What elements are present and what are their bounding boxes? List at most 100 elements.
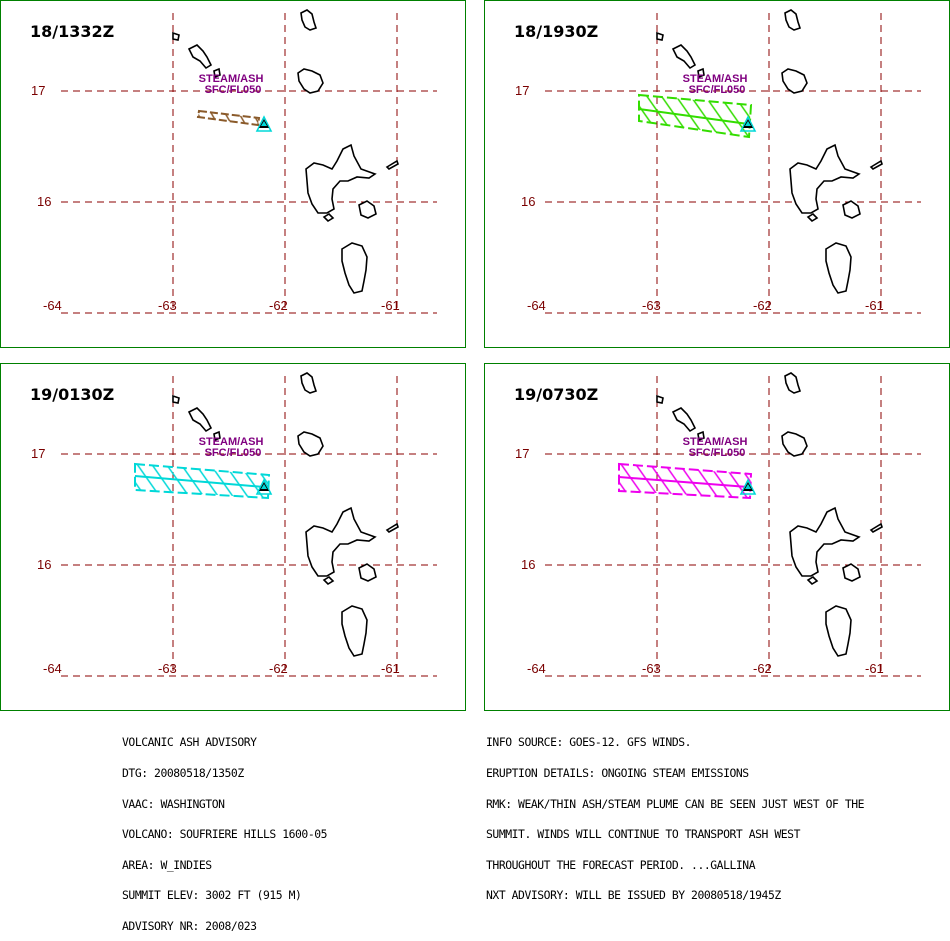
island-nevis-stkitts <box>671 44 697 70</box>
volcano-triangle-icon <box>739 478 757 495</box>
island-desirade <box>869 159 883 170</box>
island-barbuda-small <box>656 31 664 41</box>
lon-label-62: -62 <box>753 661 772 676</box>
island-guadeloupe <box>305 143 377 214</box>
island-desirade <box>869 522 883 533</box>
island-marie-galante <box>842 563 861 582</box>
lat-lon-grid <box>545 13 921 314</box>
island-antigua <box>784 9 802 31</box>
lat-lon-grid <box>545 376 921 677</box>
island-nevis-stkitts <box>187 44 213 70</box>
island-antigua-2 <box>297 68 324 94</box>
lat-label-17: 17 <box>31 83 45 98</box>
island-nevis-stkitts <box>671 407 697 433</box>
lat-label-16: 16 <box>521 557 535 572</box>
advisory-line: THROUGHOUT THE FORECAST PERIOD. ...GALLI… <box>486 857 756 872</box>
island-marie-galante <box>358 200 377 219</box>
island-antigua-2 <box>781 68 808 94</box>
island-les-saintes <box>806 212 819 223</box>
lon-label-61: -61 <box>865 661 884 676</box>
volcano-triangle-icon <box>255 478 273 495</box>
island-guadeloupe <box>789 143 861 214</box>
map-panel-2: 18/1930Z STEAM/ASH SFC/FL050 17 16 -64 -… <box>484 0 950 348</box>
height-label-bottom: SFC/FL050 <box>205 447 262 459</box>
island-antigua <box>300 372 318 394</box>
island-montserrat <box>213 67 221 79</box>
island-antigua-2 <box>781 431 808 457</box>
lon-label-61: -61 <box>381 298 400 313</box>
height-label-top: STEAM/ASH <box>199 73 264 85</box>
island-antigua <box>300 9 318 31</box>
advisory-line: SUMMIT ELEV: 3002 FT (915 M) <box>122 888 302 903</box>
height-label-top: STEAM/ASH <box>683 436 748 448</box>
lon-label-63: -63 <box>642 298 661 313</box>
island-dominica <box>341 242 368 294</box>
advisory-line: VAAC: WASHINGTON <box>122 796 225 811</box>
coastlines <box>172 372 399 657</box>
map-canvas-2: 18/1930Z STEAM/ASH SFC/FL050 17 16 -64 -… <box>514 9 921 314</box>
advisory-line: ERUPTION DETAILS: ONGOING STEAM EMISSION… <box>486 766 749 780</box>
panel-time-3: 19/0130Z <box>30 385 114 404</box>
island-marie-galante <box>842 200 861 219</box>
island-antigua <box>784 372 802 394</box>
height-label-top: STEAM/ASH <box>199 436 264 448</box>
ash-cloud-1 <box>196 109 261 127</box>
lon-label-62: -62 <box>269 298 288 313</box>
lon-label-64: -64 <box>527 661 546 676</box>
volcano-triangle-icon <box>739 115 757 132</box>
island-marie-galante <box>358 563 377 582</box>
coastlines <box>656 9 883 294</box>
island-les-saintes <box>322 575 335 586</box>
lat-label-17: 17 <box>515 83 529 98</box>
lon-label-61: -61 <box>865 298 884 313</box>
lon-label-64: -64 <box>43 661 62 676</box>
island-desirade <box>385 522 399 533</box>
ash-cloud-2 <box>638 93 753 139</box>
lat-lon-grid <box>61 13 437 314</box>
island-nevis-stkitts <box>187 407 213 433</box>
lat-label-17: 17 <box>515 446 529 461</box>
lon-label-61: -61 <box>381 661 400 676</box>
island-guadeloupe <box>789 506 861 577</box>
advisory-line: RMK: WEAK/THIN ASH/STEAM PLUME CAN BE SE… <box>486 796 865 811</box>
height-label-bottom: SFC/FL050 <box>689 84 746 96</box>
height-label-top: STEAM/ASH <box>683 73 748 85</box>
island-guadeloupe <box>305 506 377 577</box>
advisory-line: AREA: W_INDIES <box>122 857 212 872</box>
island-dominica <box>825 605 852 657</box>
map-panel-3: 19/0130Z STEAM/ASH SFC/FL050 17 16 -64 -… <box>0 363 466 711</box>
lon-label-62: -62 <box>269 661 288 676</box>
coastlines <box>656 372 883 657</box>
volcano-triangle-icon <box>255 115 273 132</box>
advisory-line: DTG: 20080518/1350Z <box>122 766 244 780</box>
advisory-right-block: INFO SOURCE: GOES-12. GFS WINDS. ERUPTIO… <box>486 717 865 911</box>
island-les-saintes <box>322 212 335 223</box>
island-barbuda-small <box>172 394 180 404</box>
map-canvas-1: 18/1332Z STEAM/ASH SFC/FL050 17 16 -64 -… <box>30 9 437 314</box>
lon-label-64: -64 <box>527 298 546 313</box>
island-dominica <box>341 605 368 657</box>
ash-cloud-4 <box>618 462 753 500</box>
panel-time-2: 18/1930Z <box>514 22 598 41</box>
advisory-line: VOLCANO: SOUFRIERE HILLS 1600-05 <box>122 827 328 842</box>
map-panel-4: 19/0730Z STEAM/ASH SFC/FL050 17 16 -64 -… <box>484 363 950 711</box>
island-montserrat <box>213 430 221 442</box>
lat-lon-grid <box>61 376 437 677</box>
lon-label-63: -63 <box>158 298 177 313</box>
panel-time-4: 19/0730Z <box>514 385 598 404</box>
lon-label-63: -63 <box>158 661 177 676</box>
lon-label-64: -64 <box>43 298 62 313</box>
lat-label-16: 16 <box>521 194 535 209</box>
island-barbuda-small <box>172 31 180 41</box>
map-panel-1: 18/1332Z STEAM/ASH SFC/FL050 17 16 -64 -… <box>0 0 466 348</box>
island-montserrat <box>697 430 705 442</box>
map-canvas-3: 19/0130Z STEAM/ASH SFC/FL050 17 16 -64 -… <box>30 372 437 677</box>
map-canvas-4: 19/0730Z STEAM/ASH SFC/FL050 17 16 -64 -… <box>514 372 921 677</box>
ash-cloud-3 <box>134 462 271 500</box>
island-montserrat <box>697 67 705 79</box>
advisory-line: VOLCANIC ASH ADVISORY <box>122 735 257 750</box>
island-dominica <box>825 242 852 294</box>
island-desirade <box>385 159 399 170</box>
lon-label-63: -63 <box>642 661 661 676</box>
height-label-bottom: SFC/FL050 <box>205 84 262 96</box>
